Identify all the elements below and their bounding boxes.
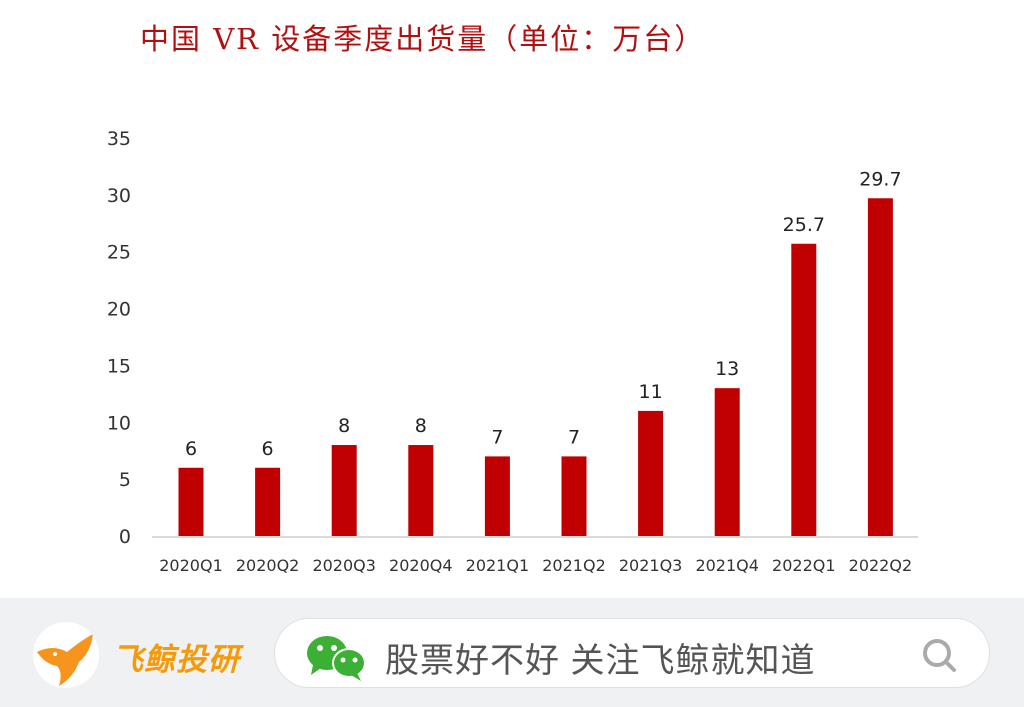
x-tick-label: 2021Q2 (542, 556, 606, 575)
bar-2021Q4 (714, 388, 740, 536)
x-tick-label: 2021Q1 (466, 556, 530, 575)
x-tick-label: 2021Q3 (619, 556, 683, 575)
bar-2021Q2 (561, 456, 587, 536)
data-label: 6 (185, 438, 197, 460)
bar-2022Q2 (867, 198, 893, 537)
chart-title: 中国 VR 设备季度出货量（单位：万台） (140, 22, 706, 56)
x-tick-label: 2020Q2 (236, 556, 300, 575)
footer-bar: 飞鲸投研 股票好不好 关注飞鲸就知道 (0, 598, 1024, 707)
bar-2020Q3 (331, 445, 357, 536)
brand-name[interactable]: 飞鲸投研 (112, 642, 240, 677)
y-tick-label: 25 (107, 242, 131, 264)
bar-2020Q4 (408, 445, 434, 536)
x-tick-label: 2020Q3 (312, 556, 376, 575)
y-tick-label: 0 (119, 526, 131, 548)
x-tick-label: 2022Q2 (849, 556, 913, 575)
wechat-icon (307, 636, 366, 681)
y-tick-label: 15 (107, 355, 131, 377)
x-tick-label: 2020Q4 (389, 556, 453, 575)
y-tick-label: 20 (107, 299, 131, 321)
x-tick-label: 2022Q1 (772, 556, 836, 575)
data-label: 8 (415, 415, 427, 437)
data-label: 11 (639, 381, 663, 403)
search-icon[interactable] (921, 637, 957, 673)
slogan-text: 股票好不好 关注飞鲸就知道 (385, 642, 816, 680)
data-label: 29.7 (859, 168, 901, 190)
y-tick-label: 35 (107, 128, 131, 150)
search-bar[interactable]: 股票好不好 关注飞鲸就知道 (274, 618, 990, 688)
bar-2021Q1 (484, 456, 510, 536)
whale-logo-icon[interactable] (33, 622, 99, 688)
bar-2020Q1 (178, 467, 204, 536)
bar-2020Q2 (255, 467, 281, 536)
bar-chart: 0 5 10 15 20 25 30 35 6 2020Q1 6 2020Q2 8 2020Q3 8 2020… (107, 128, 918, 575)
bar-2021Q3 (638, 410, 664, 536)
data-label: 7 (491, 426, 503, 448)
y-tick-label: 10 (107, 412, 131, 434)
data-label: 6 (262, 438, 274, 460)
y-tick-label: 5 (119, 469, 131, 491)
data-label: 7 (568, 426, 580, 448)
bar-2022Q1 (791, 243, 817, 537)
x-tick-label: 2021Q4 (695, 556, 759, 575)
data-label: 25.7 (783, 214, 825, 236)
data-label: 13 (715, 358, 739, 380)
y-tick-label: 30 (107, 185, 131, 207)
x-tick-label: 2020Q1 (159, 556, 223, 575)
data-label: 8 (338, 415, 350, 437)
